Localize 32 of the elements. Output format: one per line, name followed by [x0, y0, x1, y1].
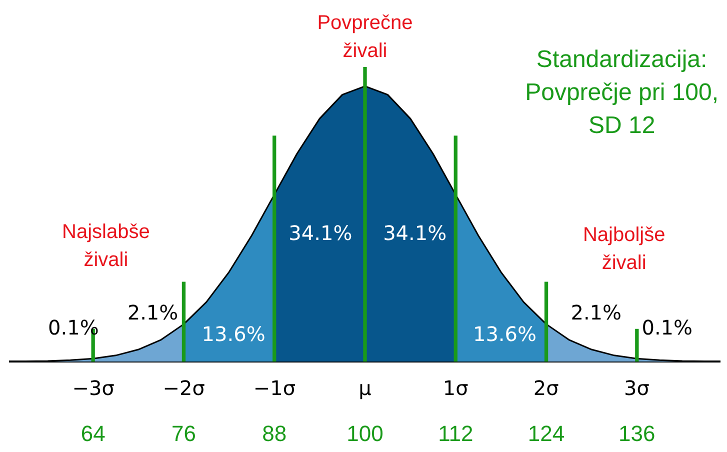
x2-tick-label: 1σ	[442, 376, 469, 400]
bar	[454, 136, 458, 362]
x2-tick-label: 2σ	[533, 376, 560, 400]
x-tick-label: 88	[262, 420, 287, 446]
annotation: 13.6%	[472, 322, 537, 346]
x-tick-label: 76	[171, 420, 196, 446]
bar	[272, 136, 276, 362]
text: Povprečne živali	[317, 12, 413, 62]
annotation: 0.1%	[48, 315, 99, 340]
x-tick-label: 100	[346, 420, 384, 446]
x2-tick-label: 3σ	[624, 376, 650, 400]
bar	[544, 282, 548, 362]
x-tick-label: 124	[528, 420, 565, 446]
annotation: 2.1%	[570, 300, 622, 325]
bar	[363, 67, 367, 362]
x-tick-label: 136	[618, 420, 656, 446]
annotation: 34.1%	[383, 221, 447, 246]
annotation: 13.6%	[202, 322, 266, 346]
x2-tick-label: −2σ	[162, 376, 206, 400]
annotation: Najboljše živali	[582, 224, 666, 274]
annotation: 34.1%	[288, 221, 352, 246]
x-tick-label: 64	[80, 420, 106, 446]
annotation: Najslabše živali	[62, 221, 150, 272]
x-tick-label: 112	[438, 420, 474, 446]
x2-tick-label: −1σ	[253, 376, 296, 400]
bar	[182, 282, 186, 362]
annotation: Standardizacija: Povprečje pri 100, SD 12	[525, 46, 719, 140]
x2-tick-label: −3σ	[72, 376, 115, 400]
bar	[635, 328, 639, 362]
annotation: 2.1%	[127, 300, 178, 325]
x2-tick-label: μ	[358, 376, 372, 400]
annotation: 0.1%	[642, 315, 693, 340]
